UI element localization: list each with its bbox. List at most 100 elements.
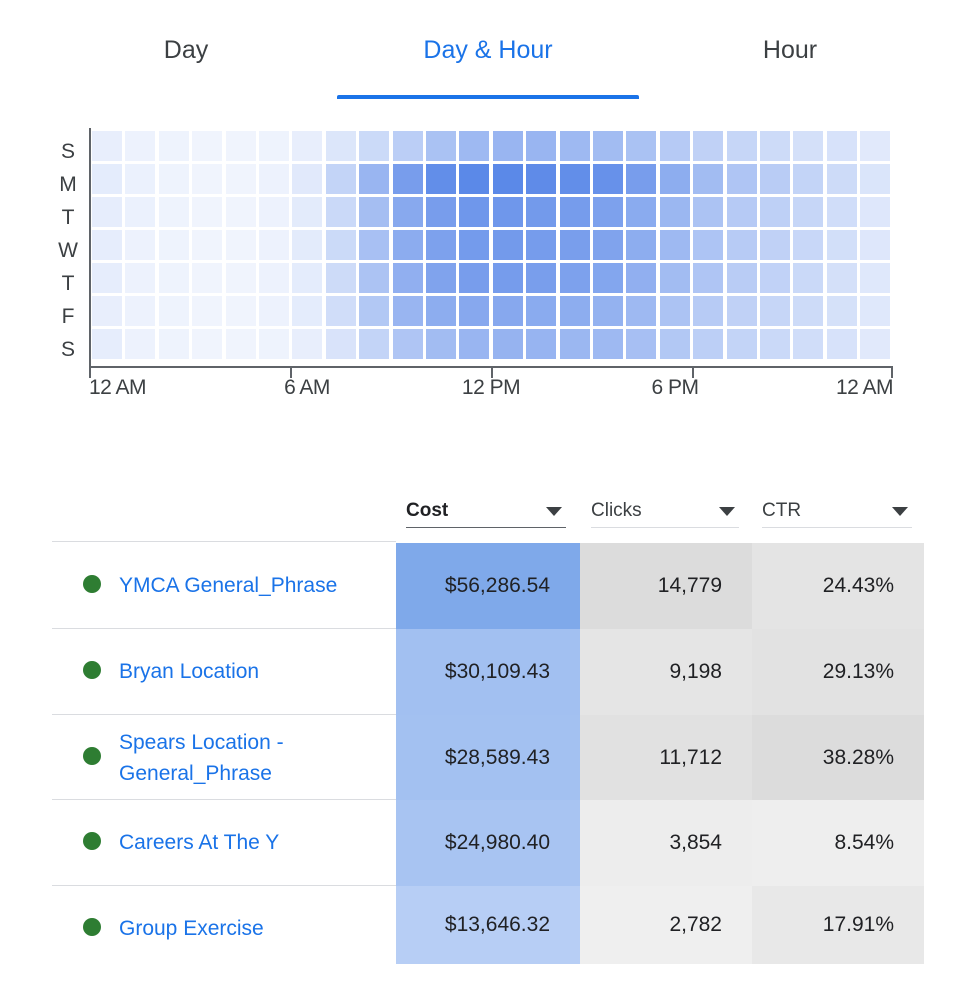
heatmap-cell [426, 329, 456, 359]
campaign-name-link[interactable]: Group Exercise [119, 913, 389, 944]
heatmap-cell [459, 329, 490, 359]
heatmap-cell [192, 230, 223, 260]
ctr-cell: 8.54% [752, 800, 924, 886]
heatmap-cell [192, 197, 223, 227]
column-header-ctr[interactable]: CTR [762, 495, 912, 528]
sort-caret-icon [546, 506, 562, 516]
row-divider [52, 714, 396, 715]
heatmap-cell [492, 296, 523, 326]
tab-hour[interactable]: Hour [640, 0, 940, 100]
clicks-value: 11,712 [659, 746, 722, 769]
heatmap-cell [492, 329, 523, 359]
heatmap-cell [593, 329, 623, 359]
clicks-cell: 9,198 [580, 629, 752, 715]
campaign-name-link[interactable]: Careers At The Y [119, 827, 389, 858]
heatmap-cell [826, 230, 857, 260]
tab-day[interactable]: Day [36, 0, 336, 100]
tab-day-hour[interactable]: Day & Hour [338, 0, 638, 100]
heatmap-cell [593, 230, 623, 260]
heatmap-cell [292, 164, 323, 194]
heatmap-cell [760, 230, 790, 260]
campaign-name-link[interactable]: Bryan Location [119, 656, 389, 687]
clicks-cell: 14,779 [580, 543, 752, 629]
heatmap-cell [392, 329, 423, 359]
heatmap-cell [259, 296, 289, 326]
heatmap-cell [158, 230, 189, 260]
heatmap-cell [125, 329, 156, 359]
heatmap-cell [793, 230, 824, 260]
heatmap-cell [726, 230, 757, 260]
heatmap-cell [726, 329, 757, 359]
heatmap-cell [426, 197, 456, 227]
cost-cell: $24,980.40 [396, 800, 580, 886]
row-label-thursday: T [61, 272, 75, 295]
column-header-clicks[interactable]: Clicks [591, 495, 739, 528]
heatmap-cell [492, 230, 523, 260]
heatmap-cell [826, 296, 857, 326]
heatmap-cell [459, 164, 490, 194]
heatmap-cell [259, 329, 289, 359]
campaign-name-link[interactable]: YMCA General_Phrase [119, 570, 389, 601]
heatmap-cell [526, 329, 557, 359]
heatmap-cell [559, 230, 590, 260]
heatmap-cell [359, 329, 390, 359]
status-dot-icon [83, 918, 101, 936]
heatmap-cell [726, 197, 757, 227]
heatmap-cell [125, 197, 156, 227]
cost-cell: $56,286.54 [396, 543, 580, 629]
row-divider [52, 799, 396, 800]
heatmap-cell [92, 329, 122, 359]
heatmap-cell [92, 230, 122, 260]
heatmap-cell [760, 131, 790, 161]
x-tick-mark [891, 366, 893, 378]
heatmap-cell [392, 296, 423, 326]
heatmap-cell [325, 164, 356, 194]
heatmap-cell [760, 263, 790, 293]
heatmap-cell [860, 230, 891, 260]
heatmap-cell [325, 131, 356, 161]
heatmap-cell [426, 131, 456, 161]
heatmap-cell [292, 329, 323, 359]
heatmap-cell [426, 164, 456, 194]
table-row: Spears Location - General_Phrase $28,589… [52, 715, 924, 801]
heatmap-cell [325, 197, 356, 227]
heatmap-cell [659, 263, 690, 293]
heatmap-cell [225, 329, 256, 359]
cost-value: $24,980.40 [444, 831, 550, 854]
x-tick-mark [290, 366, 292, 378]
heatmap-cell [760, 197, 790, 227]
heatmap-cell [760, 329, 790, 359]
dropdown-caret-icon [719, 506, 735, 516]
ctr-cell: 24.43% [752, 543, 924, 629]
heatmap-cell [559, 263, 590, 293]
ctr-cell: 38.28% [752, 715, 924, 801]
table-row: Careers At The Y $24,980.40 3,854 8.54% [52, 800, 924, 886]
heatmap-cell [659, 329, 690, 359]
column-header-cost[interactable]: Cost [406, 495, 566, 528]
heatmap-cell [526, 164, 557, 194]
cost-cell: $30,109.43 [396, 629, 580, 715]
heatmap-cell [225, 131, 256, 161]
heatmap-cell [826, 263, 857, 293]
heatmap-cell [492, 131, 523, 161]
heatmap-cell [626, 131, 657, 161]
status-dot-icon [83, 661, 101, 679]
heatmap-cell [726, 164, 757, 194]
heatmap-cell [158, 263, 189, 293]
dropdown-caret-icon [892, 506, 908, 516]
heatmap-cell [726, 296, 757, 326]
heatmap-cell [325, 230, 356, 260]
cost-value: $56,286.54 [444, 574, 550, 597]
tab-day-label: Day [163, 35, 209, 64]
heatmap-cell [593, 263, 623, 293]
campaign-name-link[interactable]: Spears Location - General_Phrase [119, 727, 389, 789]
cost-value: $13,646.32 [444, 913, 550, 936]
heatmap-cell [559, 296, 590, 326]
heatmap-cell [526, 296, 557, 326]
heatmap-cell [259, 263, 289, 293]
heatmap-cell [426, 296, 456, 326]
heatmap-cell [826, 164, 857, 194]
heatmap-cell [92, 197, 122, 227]
table-row: Group Exercise $13,646.32 2,782 17.91% [52, 886, 924, 964]
heatmap-cell [158, 296, 189, 326]
